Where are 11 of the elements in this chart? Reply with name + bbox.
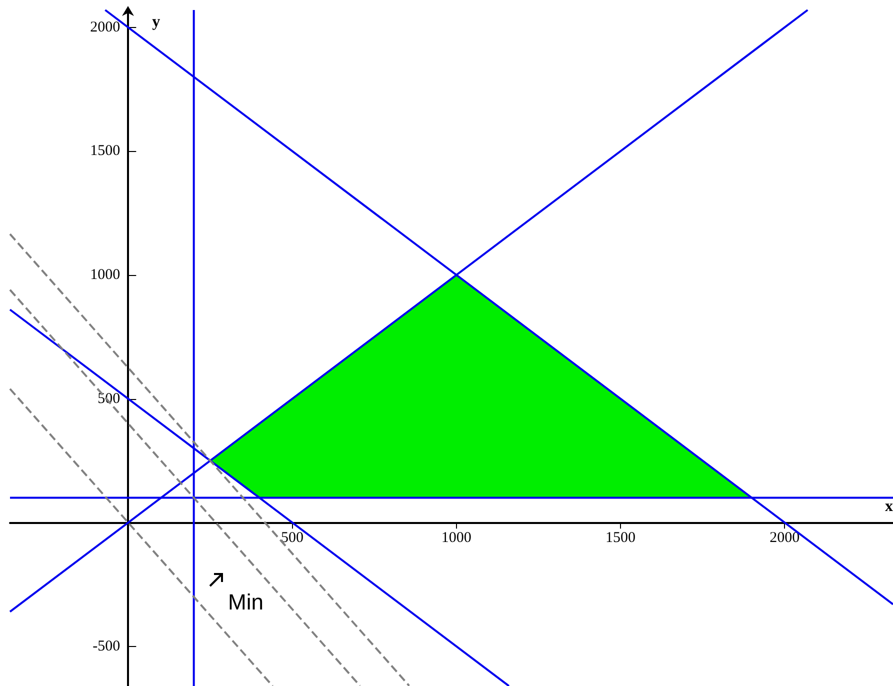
x-tick-label: 1000 <box>441 530 472 546</box>
x-tick-label: 1500 <box>606 530 636 546</box>
y-axis-title: y <box>152 14 160 30</box>
y-tick-label: 1500 <box>90 143 120 160</box>
x-axis-title: x <box>885 498 893 516</box>
x-tick-label: 500 <box>281 530 304 546</box>
y-tick-label: 2000 <box>90 19 120 36</box>
x-tick-label: 2000 <box>770 530 800 546</box>
y-tick-label: 1000 <box>90 266 120 283</box>
annotation: Min <box>228 590 264 614</box>
y-tick-label: -500 <box>92 638 120 654</box>
